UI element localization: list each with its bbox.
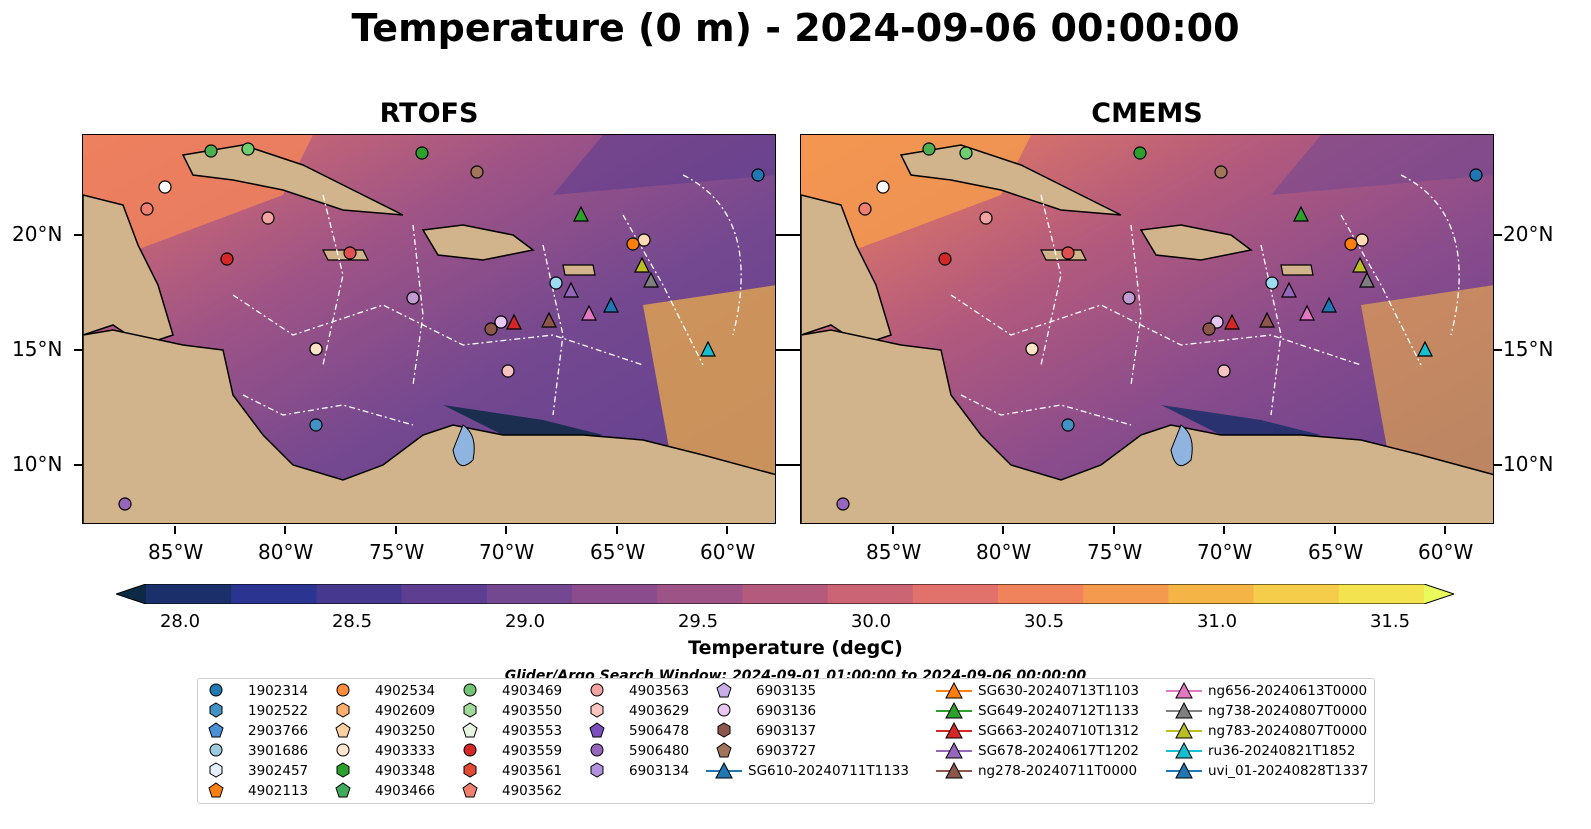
y-tick-10n: 10°N: [12, 452, 63, 476]
colorbar-segment: [316, 584, 403, 604]
puerto-rico-island: [562, 264, 596, 276]
x-tick-65w-right: 65°W: [1308, 540, 1364, 564]
x-tick-85w-right: 85°W: [866, 540, 922, 564]
platform-markers: [836, 142, 1483, 511]
x-tick-75w: 75°W: [369, 540, 425, 564]
cuba-island: [181, 144, 404, 216]
map-rtofs-canvas: [83, 135, 775, 523]
y-tick-10n-right: 10°N: [1503, 452, 1554, 476]
colorbar-segment: [1338, 584, 1425, 604]
colorbar-segment: [657, 584, 743, 604]
hispaniola-island: [421, 224, 535, 261]
colorbar-tick-31-5: 31.5: [1369, 611, 1411, 632]
central-south-america-land: [83, 329, 775, 523]
x-tick-80w: 80°W: [258, 540, 314, 564]
colorbar-tick-30-0: 30.0: [850, 611, 892, 632]
y-tick-15n-right: 15°N: [1503, 337, 1554, 361]
panel-title-rtofs: RTOFS: [379, 98, 479, 129]
hispaniola-island: [1139, 224, 1253, 261]
legend: 1902314 1902522 2903766 3901686 3902457 …: [197, 678, 1375, 804]
x-tick-80w-right: 80°W: [976, 540, 1032, 564]
colorbar-segment: [1253, 584, 1340, 604]
colorbar-label: Temperature (degC): [688, 637, 903, 659]
colorbar-segment: [1168, 584, 1255, 604]
colorbar-tick-28-0: 28.0: [159, 611, 201, 632]
yucatan-land: [83, 194, 174, 346]
colorbar-segment: [1083, 584, 1169, 604]
colorbar-segment: [572, 584, 658, 604]
colorbar-tick-29-5: 29.5: [677, 611, 719, 632]
colorbar-segment: [742, 584, 829, 604]
eez-boundaries: [950, 174, 1460, 426]
lake-maracaibo: [1170, 424, 1193, 467]
y-tick-20n: 20°N: [12, 222, 63, 246]
colorbar-tick-28-5: 28.5: [331, 611, 373, 632]
x-tick-70w-right: 70°W: [1197, 540, 1253, 564]
platform-markers: [118, 142, 765, 511]
y-tick-20n-right: 20°N: [1503, 222, 1554, 246]
map-panel-cmems: [800, 134, 1494, 524]
colorbar-segment: [146, 584, 232, 604]
x-tick-75w-right: 75°W: [1087, 540, 1143, 564]
x-tick-60w: 60°W: [700, 540, 756, 564]
colorbar-segment: [998, 584, 1084, 604]
figure-title: Temperature (0 m) - 2024-09-06 00:00:00: [351, 6, 1240, 50]
map-panel-rtofs: [82, 134, 776, 524]
colorbar-segment: [486, 584, 573, 604]
x-tick-60w-right: 60°W: [1418, 540, 1474, 564]
colorbar-tick-29-0: 29.0: [504, 611, 546, 632]
panel-title-cmems: CMEMS: [1091, 98, 1203, 129]
puerto-rico-island: [1280, 264, 1314, 276]
colorbar-arrow-low: [116, 584, 146, 604]
atlantic-water: [553, 135, 775, 195]
map-cmems-canvas: [801, 135, 1493, 523]
colorbar-segment: [912, 584, 999, 604]
colorbar-segment: [827, 584, 914, 604]
colorbar-segment: [231, 584, 317, 604]
lake-maracaibo: [452, 424, 475, 467]
cuba-island: [899, 144, 1122, 216]
x-tick-85w: 85°W: [148, 540, 204, 564]
central-south-america-land: [801, 329, 1493, 523]
colorbar-segment: [401, 584, 488, 604]
atlantic-water: [1271, 135, 1493, 195]
y-tick-15n: 15°N: [12, 337, 63, 361]
colorbar-tick-31-0: 31.0: [1196, 611, 1238, 632]
x-tick-65w: 65°W: [590, 540, 646, 564]
colorbar-tick-30-5: 30.5: [1023, 611, 1065, 632]
x-tick-70w: 70°W: [479, 540, 535, 564]
eez-boundaries: [232, 174, 742, 426]
yucatan-land: [801, 194, 892, 346]
colorbar: [116, 584, 1454, 604]
colorbar-arrow-high: [1424, 584, 1454, 604]
